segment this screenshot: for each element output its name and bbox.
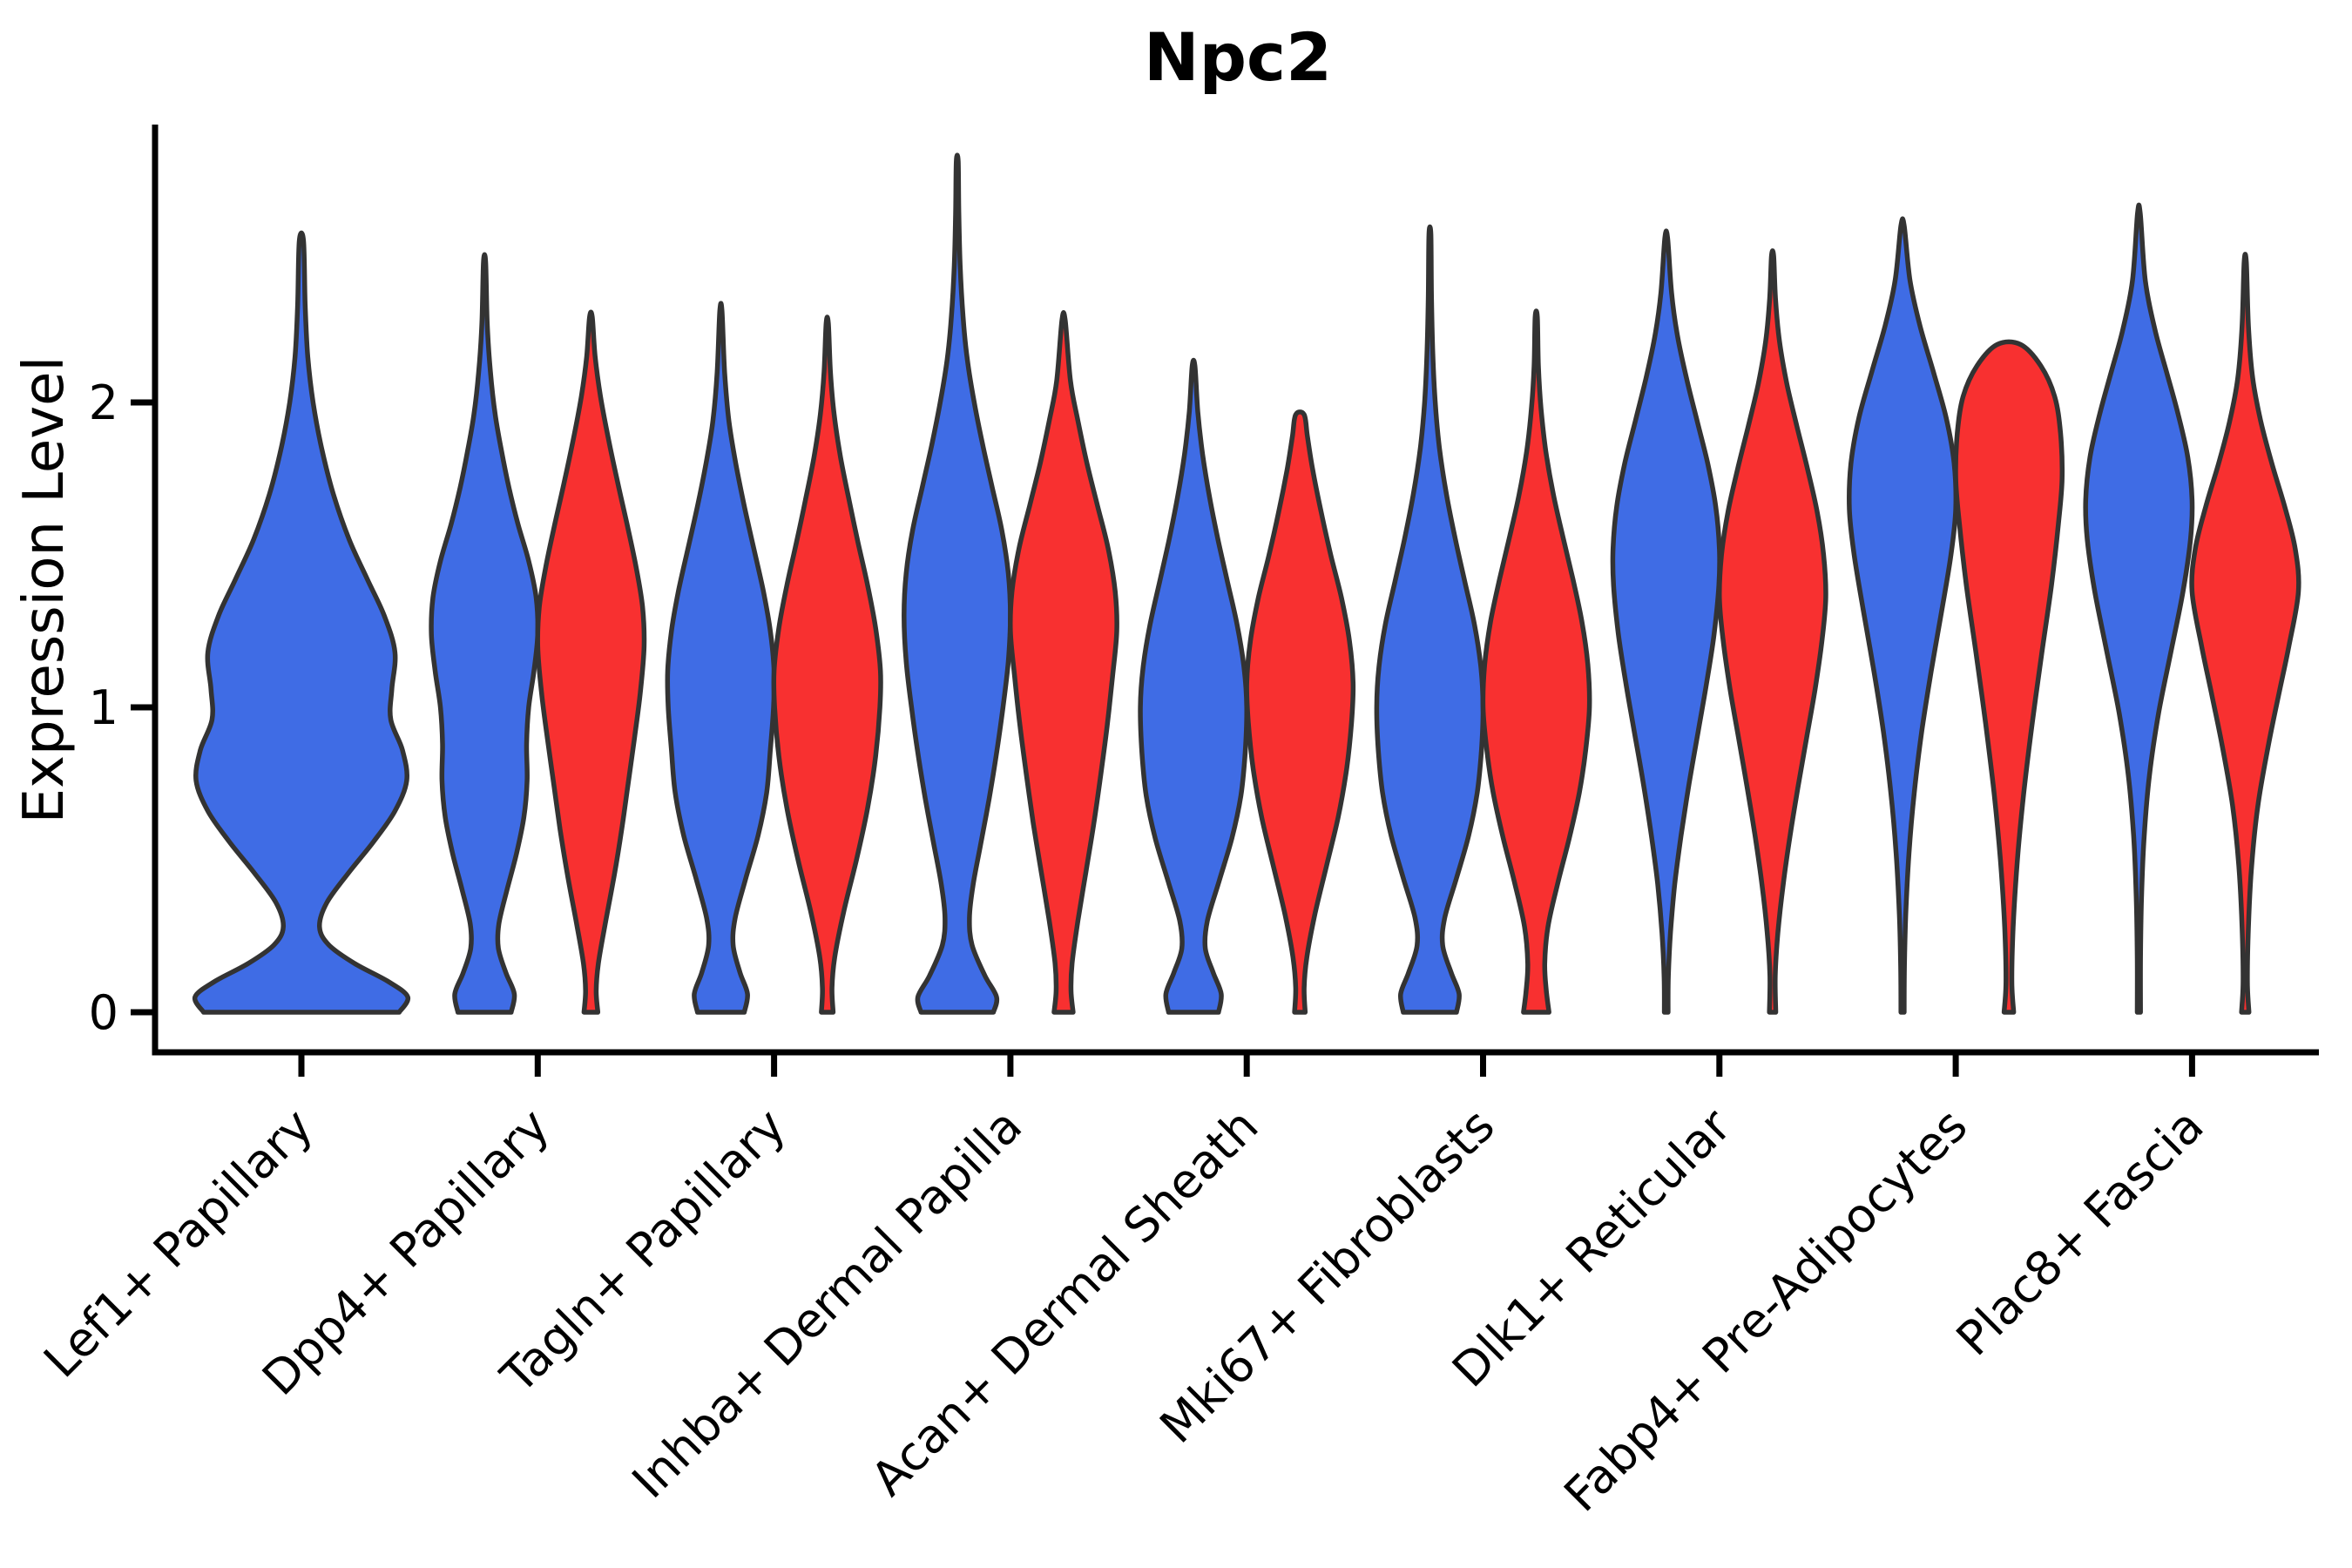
violin-inhba-dermal-papilla-blue [902,152,1013,1015]
violins-layer [192,152,2301,1015]
violin-fabp4-pre-adipocytes-blue [1847,216,1959,1015]
y-tick-label-0: 0 [89,985,118,1040]
violin-plac8-fascia-red [2189,252,2301,1015]
violin-mki67-fibroblasts-blue [1374,224,1486,1015]
violin-mki67-fibroblasts-red [1480,308,1592,1015]
violin-dpp4-papillary-red [535,309,647,1015]
violin-acan-dermal-sheath-blue [1138,357,1249,1015]
violin-acan-dermal-sheath-red [1244,409,1356,1015]
y-tick-label-2: 2 [89,375,118,430]
y-tick-label-1: 1 [89,680,118,735]
violin-tagln-papillary-red [771,314,883,1015]
violin-fabp4-pre-adipocytes-red [1953,339,2065,1015]
violin-tagln-papillary-blue [665,301,777,1015]
x-tick-label-fabp4-pre-adipocytes: Fabp4+ Pre-Adipocytes [1553,1098,1977,1523]
violin-dlk1-reticular-blue [1610,228,1722,1015]
x-tick-label-inhba-dermal-papilla: Inhba+ Dermal Papilla [622,1098,1032,1509]
axes-layer [131,125,2319,1077]
violin-plac8-fascia-blue [2083,202,2195,1015]
violin-dpp4-papillary-blue [429,252,541,1015]
violin-inhba-dermal-papilla-red [1007,309,1119,1015]
chart-title: Npc2 [1144,18,1332,96]
violin-lef1-papillary-blue [192,230,411,1015]
x-tick-label-acan-dermal-sheath: Acan+ Dermal Sheath [861,1098,1268,1506]
y-axis-label: Expression Level [12,356,77,824]
violin-dlk1-reticular-red [1717,248,1828,1015]
x-tick-label-plac8-fascia: Plac8+ Fascia [1946,1098,2214,1367]
